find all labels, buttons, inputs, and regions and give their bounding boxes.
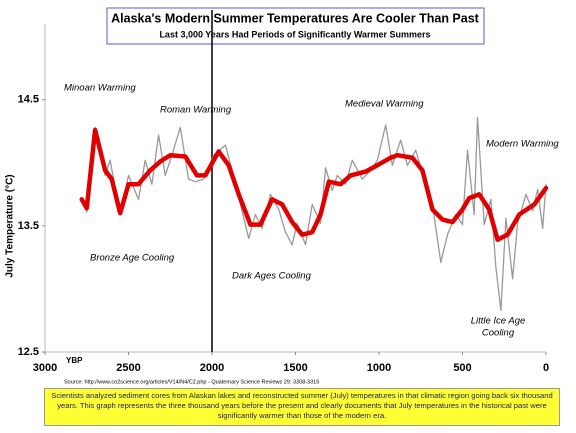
annotation: Dark Ages Cooling — [232, 271, 312, 282]
x-tick-label: 3000 — [33, 362, 57, 374]
chart: Alaska's Modern Summer Temperatures Are … — [5, 7, 559, 385]
x-tick-label: 2000 — [200, 362, 224, 374]
x-tick-label: 500 — [453, 362, 471, 374]
annotation: Little Ice Age — [471, 316, 526, 327]
y-tick-label: 13.5 — [18, 220, 39, 232]
x-tick-label: 2500 — [116, 362, 140, 374]
chart-subtitle: Last 3,000 Years Had Periods of Signific… — [159, 29, 430, 39]
x-tick-label: 0 — [543, 362, 549, 374]
title-box — [106, 7, 485, 45]
source: Source: http://www.co2science.org/articl… — [64, 379, 319, 385]
annotation: Medieval Warming — [345, 99, 424, 110]
annotation: Bronze Age Cooling — [90, 253, 175, 264]
caption: Scientists analyzed sediment cores from … — [44, 388, 560, 426]
annotation: Cooling — [482, 328, 515, 339]
annotation: Modern Warming — [486, 139, 559, 150]
x-tick-label: 1500 — [283, 362, 307, 374]
series-line — [79, 127, 549, 242]
y-tick-label: 14.5 — [18, 94, 39, 106]
annotation: Roman Warming — [160, 105, 232, 116]
y-axis-label: July Temperature (°C) — [5, 174, 16, 277]
chart-title: Alaska's Modern Summer Temperatures Are … — [111, 11, 480, 25]
y-tick-label: 12.5 — [18, 346, 39, 358]
x-tick-label: 1000 — [367, 362, 391, 374]
annotation: Minoan Warming — [64, 83, 136, 94]
series-line — [81, 116, 547, 312]
x-unit-label: YBP — [66, 356, 83, 365]
